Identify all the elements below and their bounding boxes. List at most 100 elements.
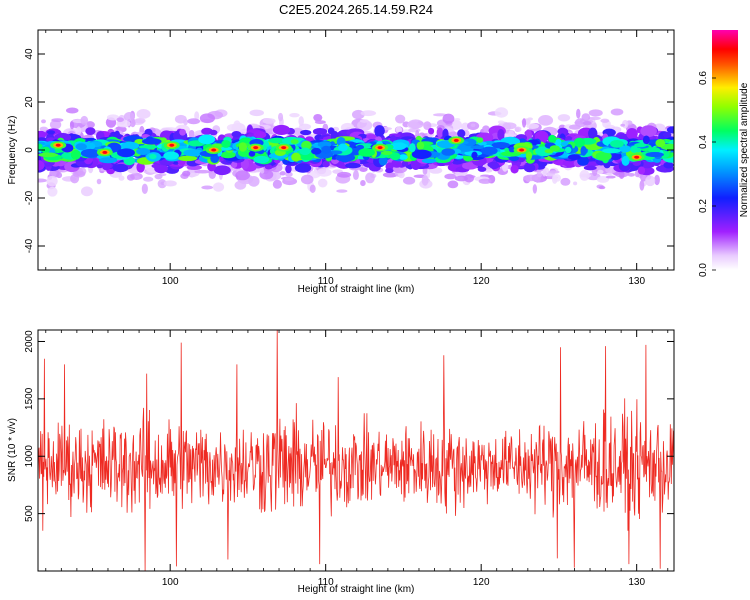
spectrogram-cell	[178, 155, 198, 162]
spectrogram-cell	[441, 148, 456, 156]
spectrogram-cell	[194, 169, 211, 174]
spectrogram-cell	[579, 169, 590, 181]
spectrogram-cell	[464, 174, 475, 183]
spectrogram-cell	[395, 114, 406, 124]
spectrogram-cell	[317, 141, 332, 148]
spectrogram-hotspot	[253, 146, 259, 150]
spectrogram-cell	[294, 163, 312, 173]
colorbar-label: Normalized spectral amplitude	[739, 82, 750, 217]
spectrogram-hotspot	[377, 146, 383, 150]
spectrogram-cell	[163, 180, 177, 187]
spectrogram-cell	[126, 174, 135, 181]
spectrogram-cell	[345, 162, 361, 169]
spectrogram-cell	[291, 152, 301, 162]
spectrogram-cell	[576, 108, 581, 119]
spectrogram-cell	[497, 120, 505, 124]
spectrogram-cell	[183, 118, 188, 126]
spectrogram-cell	[272, 124, 291, 135]
snr-ytick-label: 1000	[24, 445, 35, 468]
spectrogram-cell	[85, 127, 96, 135]
colorbar-tick-label: 0.6	[698, 71, 709, 85]
spectrogram-cell	[233, 120, 241, 129]
spectrogram-cell	[538, 115, 554, 126]
spectrogram-cell	[46, 175, 58, 187]
spectrogram-cell	[588, 109, 603, 117]
spectrogram-cell	[80, 186, 93, 197]
spectrogram-cell	[199, 113, 216, 124]
spectrogram-cell	[390, 142, 407, 151]
spectrogram-cell	[640, 125, 657, 137]
spectrogram-cell	[238, 142, 247, 152]
spectrogram-cell	[260, 168, 265, 174]
spectrogram-cell	[619, 145, 631, 153]
spectrogram-hotspot	[453, 138, 459, 142]
spectrogram-cell	[508, 155, 520, 162]
spectrogram-cell	[447, 180, 459, 189]
spectrogram-cell	[336, 171, 352, 178]
spectrogram-cell	[335, 153, 356, 162]
spectrogram-cell	[121, 141, 140, 150]
spectrogram-ytick-label: -40	[24, 238, 35, 253]
spectrogram-cell	[395, 126, 403, 133]
spectrogram-cell	[662, 131, 672, 138]
spectrogram-cell	[300, 129, 312, 136]
colorbar-gradient	[712, 30, 738, 270]
spectrogram-cell	[234, 180, 247, 190]
colorbar-ticks: 0.0 0.2 0.4 0.6	[698, 71, 716, 277]
spectrogram-cell	[285, 171, 293, 178]
spectrogram-cell	[316, 168, 332, 177]
spectrogram-cell	[143, 176, 154, 182]
spectrogram-cell	[411, 149, 432, 160]
spectrogram-cell	[548, 134, 557, 143]
spectrogram-cell	[186, 165, 202, 171]
spectrogram-hotspot	[281, 146, 287, 150]
spectrogram-cell	[542, 169, 547, 177]
spectrogram-cell	[309, 184, 316, 193]
spectrogram-cell	[568, 124, 581, 130]
snr-xtick-label: 120	[473, 577, 490, 588]
spectrogram-cell	[374, 125, 385, 137]
snr-axes: 100 110 120 130 500 1000 1500 2000	[24, 330, 674, 588]
spectrogram-xlabel: Height of straight line (km)	[298, 284, 415, 295]
spectrogram-cell	[356, 144, 365, 150]
spectrogram-cell	[454, 117, 461, 122]
spectrogram-cell	[471, 151, 478, 159]
snr-xtick-label: 110	[318, 577, 334, 588]
spectrogram-cell	[502, 122, 517, 130]
spectrogram-cell	[527, 117, 533, 121]
spectrogram-cell	[580, 145, 587, 156]
spectrogram-cell	[549, 145, 560, 152]
spectrogram-cell	[231, 161, 238, 169]
spectrogram-cell	[235, 170, 251, 181]
spectrogram-cell	[610, 139, 624, 148]
spectrogram-cell	[462, 138, 477, 147]
colorbar-tick-label: 0.2	[698, 199, 709, 213]
spectrogram-cell	[299, 147, 311, 156]
spectrogram-cell	[637, 166, 646, 175]
spectrogram-cell	[663, 161, 674, 169]
spectrogram-cell	[72, 170, 86, 178]
snr-ytick-label: 2000	[24, 330, 35, 353]
spectrogram-cell	[338, 143, 348, 152]
spectrogram-cell	[484, 168, 493, 173]
spectrogram-cell	[136, 109, 151, 119]
spectrogram-cell	[654, 174, 660, 186]
spectrogram-cell	[378, 155, 388, 166]
spectrogram-cell	[597, 169, 604, 174]
spectrogram-hotspot	[519, 148, 525, 152]
spectrogram-cell	[494, 107, 509, 118]
spectrogram-cell	[268, 137, 287, 144]
spectrogram-cell	[548, 170, 560, 174]
spectrogram-cell	[198, 134, 216, 145]
spectrogram-cell	[51, 118, 64, 123]
spectrogram-cell	[38, 130, 47, 139]
spectrogram-cell	[352, 170, 359, 181]
spectrogram-cell	[41, 119, 46, 124]
spectrogram-cell	[605, 175, 616, 179]
spectrogram-cell	[525, 151, 533, 161]
spectrogram-cell	[96, 164, 104, 169]
spectrogram-cell	[457, 129, 466, 138]
spectrogram-cell	[183, 149, 204, 157]
spectrogram-cell	[588, 127, 598, 140]
spectrogram-cell	[508, 146, 516, 153]
